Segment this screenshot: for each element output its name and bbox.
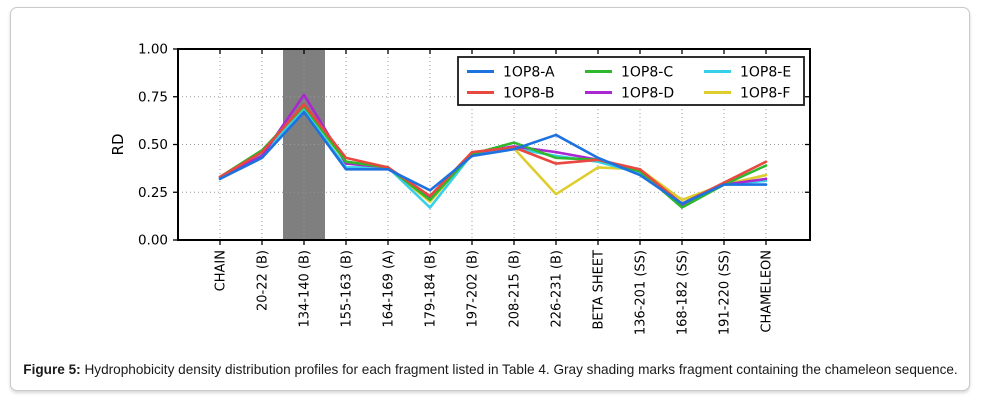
x-tick-label: 226-231 (B) — [550, 250, 565, 328]
legend-label-1OP8-B: 1OP8-B — [503, 85, 554, 101]
y-tick-label: 0.25 — [138, 185, 168, 201]
caption-label: Figure 5: — [23, 362, 81, 377]
x-tick-label: BETA SHEET — [592, 250, 607, 330]
x-tick-label: 164-169 (A) — [382, 250, 397, 328]
x-tick-label: CHAIN — [214, 250, 229, 291]
x-tick-label: 197-202 (B) — [466, 250, 481, 328]
x-tick-label: 191-220 (SS) — [718, 250, 733, 335]
legend-label-1OP8-A: 1OP8-A — [503, 64, 555, 80]
legend-box — [457, 56, 805, 106]
series-line-1OP8-A — [218, 110, 768, 206]
x-tick-label: CHAMELEON — [760, 250, 775, 333]
caption-text: Hydrophobicity density distribution prof… — [84, 362, 958, 377]
x-tick-label: 155-163 (B) — [340, 250, 355, 328]
legend-label-1OP8-F: 1OP8-F — [740, 85, 790, 101]
x-tick-label: 208-215 (B) — [508, 250, 523, 328]
y-tick-label: 0.75 — [138, 89, 168, 105]
x-tick-label: 136-201 (SS) — [634, 250, 649, 335]
x-tick-label: 134-140 (B) — [298, 250, 313, 328]
figure-caption: Figure 5: Hydrophobicity density distrib… — [20, 362, 961, 377]
x-tick-label: 179-184 (B) — [424, 250, 439, 328]
y-axis-label: RD — [109, 134, 127, 156]
legend-label-1OP8-E: 1OP8-E — [740, 64, 791, 80]
legend-label-1OP8-D: 1OP8-D — [621, 85, 674, 101]
y-tick-label: 1.00 — [138, 42, 168, 58]
legend: 1OP8-A 1OP8-B 1OP8-C 1OP8-D 1OP8-E 1OP8-F — [457, 56, 805, 106]
series-line-1OP8-C — [218, 105, 768, 209]
y-tick-label: 0.50 — [138, 137, 168, 153]
legend-label-1OP8-C: 1OP8-C — [621, 64, 673, 80]
x-tick-label: 168-182 (SS) — [676, 250, 691, 335]
x-tick-label: 20-22 (B) — [256, 250, 271, 311]
y-tick-label: 0.00 — [138, 233, 168, 249]
